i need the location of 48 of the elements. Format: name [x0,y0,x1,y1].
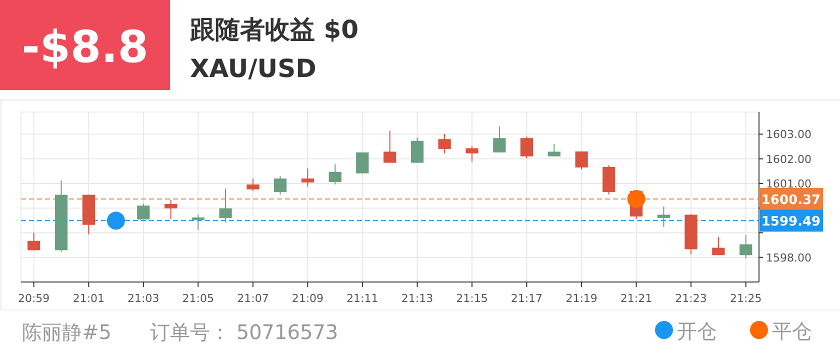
x-tick-label: 21:15 [456,292,488,305]
candlestick [384,130,396,164]
candlestick [657,206,670,228]
candlestick [466,146,478,162]
x-tick-label: 21:21 [620,292,652,305]
candlestick [548,144,560,157]
x-tick-label: 21:03 [128,292,160,305]
chart-title: 跟随者收益 $0 [189,15,358,44]
text: -$8.8 [22,22,148,73]
candlestick [493,126,506,153]
candlestick [219,188,232,223]
candlestick [740,234,752,259]
x-tick-label: 21:17 [510,292,543,305]
x-tick-label: 21:25 [730,292,762,305]
y-tick-label: 1602.00 [766,152,812,166]
x-tick-label: 21:05 [182,292,214,305]
candlestick [192,214,204,231]
legend-label: 开仓 [677,319,717,343]
candlestick [712,236,725,256]
ref-line-label: 1599.49 [761,214,821,230]
candlestick [410,137,424,164]
candlestick [328,164,342,185]
x-tick-label: 21:13 [401,292,434,305]
candlestick [438,133,451,154]
candlestick [301,168,314,187]
chart-subtitle: XAU/USD [190,54,316,83]
x-tick-label: 21:19 [566,292,598,305]
candlestick [246,178,260,192]
candlestick [520,136,533,159]
text: 陈丽静#5 [22,320,112,344]
y-tick-label: 1601.00 [766,177,812,190]
x-tick-label: 21:07 [237,292,269,305]
candlestick [137,203,150,220]
candlestick [575,150,588,170]
candlestick [274,176,287,196]
candlestick [28,232,40,251]
x-tick-label: 21:23 [675,292,707,305]
legend-label: 平仓 [772,319,812,343]
y-tick-label: 1598.00 [766,251,812,264]
candlestick [164,199,178,220]
text: 订单号： 50716573 [150,320,338,344]
x-tick-label: 21:01 [72,292,105,305]
candlestick [356,152,369,174]
ref-line-label: 1600.37 [761,192,821,208]
x-tick-label: 21:09 [292,292,324,305]
x-tick-label: 21:11 [346,292,378,305]
y-tick-label: 1603.00 [766,128,812,142]
x-tick-label: 20:59 [18,292,50,305]
